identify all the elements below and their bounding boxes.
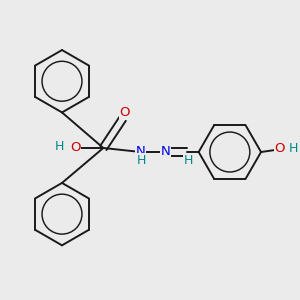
Text: O: O	[120, 106, 130, 119]
Text: O: O	[70, 141, 80, 154]
Text: N: N	[160, 145, 170, 158]
Text: H: H	[137, 154, 146, 167]
Text: H: H	[183, 154, 193, 167]
Text: H: H	[289, 142, 298, 155]
Text: N: N	[135, 145, 145, 158]
Text: H: H	[55, 140, 64, 153]
Text: O: O	[274, 142, 285, 155]
